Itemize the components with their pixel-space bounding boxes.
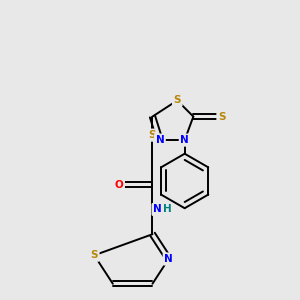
Text: N: N	[180, 135, 189, 145]
Text: O: O	[115, 180, 123, 190]
Text: S: S	[149, 130, 156, 140]
Text: S: S	[91, 250, 98, 260]
Text: N: N	[153, 204, 162, 214]
Text: N: N	[164, 254, 173, 264]
Text: S: S	[173, 95, 181, 106]
Text: H: H	[163, 204, 172, 214]
Text: S: S	[218, 112, 226, 122]
Text: N: N	[155, 135, 164, 145]
